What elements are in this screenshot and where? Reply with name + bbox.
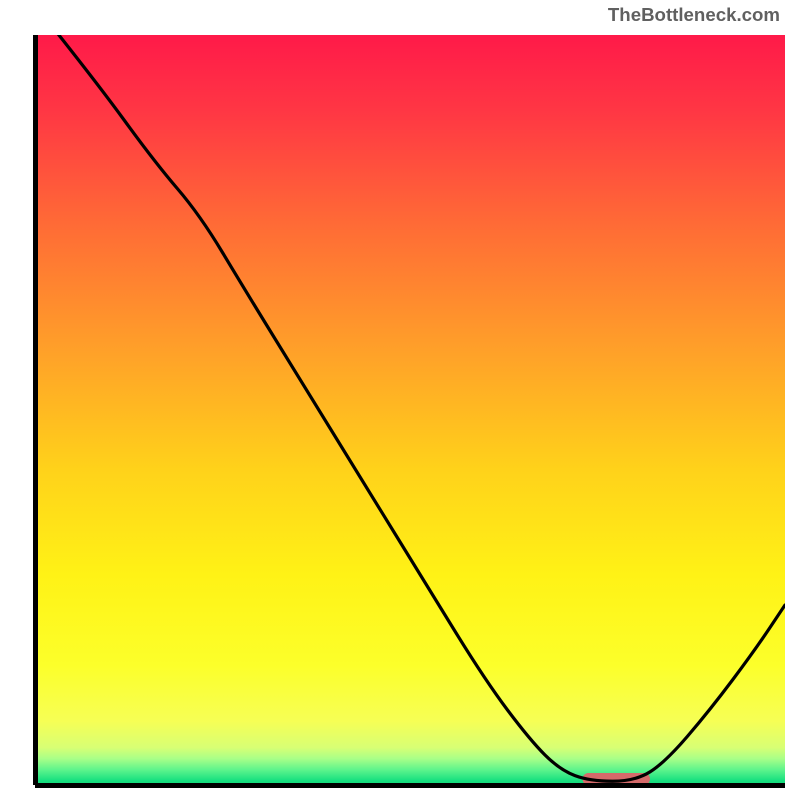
y-axis xyxy=(33,35,38,785)
chart-root: { "meta": { "type": "line-over-gradient"… xyxy=(0,0,800,800)
watermark-text: TheBottleneck.com xyxy=(608,4,780,26)
chart-svg xyxy=(35,35,785,785)
plot-area xyxy=(35,35,785,785)
x-axis xyxy=(35,783,785,788)
gradient-background xyxy=(35,35,785,785)
